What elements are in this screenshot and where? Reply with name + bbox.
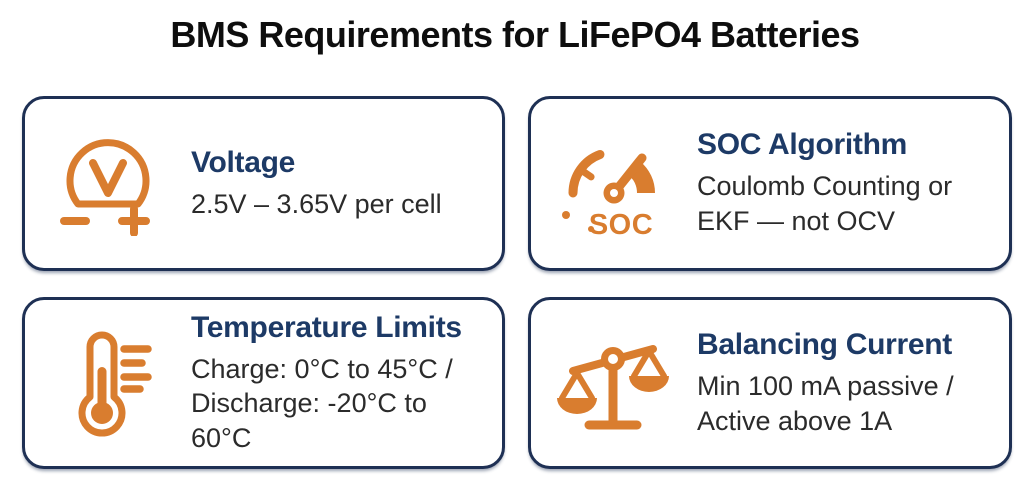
- cards-grid: V Voltage 2.5V – 3.65V per cell: [22, 96, 1012, 469]
- card-body-line: Min 100 mA passive /: [697, 370, 954, 401]
- soc-gauge-label: SOC: [589, 209, 653, 237]
- card-body-line: Coulomb Counting or: [697, 171, 953, 202]
- card-text: Voltage 2.5V – 3.65V per cell: [191, 146, 486, 222]
- card-title: Balancing Current: [697, 327, 952, 361]
- page-title: BMS Requirements for LiFePO4 Batteries: [170, 14, 860, 55]
- balance-scale-icon: [557, 323, 671, 443]
- card-balancing-current: Balancing Current Min 100 mA passive / A…: [528, 297, 1012, 469]
- card-temperature-limits: Temperature Limits Charge: 0°C to 45°C /…: [22, 297, 505, 469]
- card-body-line: 2.5V – 3.65V per cell: [191, 188, 442, 219]
- voltmeter-icon: V: [51, 124, 165, 244]
- card-body-line: Discharge: -20°C to 60°C: [191, 388, 427, 453]
- card-voltage: V Voltage 2.5V – 3.65V per cell: [22, 96, 505, 271]
- card-text: SOC Algorithm Coulomb Counting or EKF — …: [697, 128, 993, 238]
- card-text: Temperature Limits Charge: 0°C to 45°C /…: [191, 311, 486, 456]
- card-body-line: EKF — not OCV: [697, 206, 896, 236]
- card-title: Voltage: [191, 145, 296, 179]
- card-title: Temperature Limits: [191, 310, 462, 344]
- card-title: SOC Algorithm: [697, 128, 907, 162]
- card-body-line: Active above 1A: [697, 405, 893, 436]
- card-body-line: Charge: 0°C to 45°C /: [191, 353, 453, 384]
- thermometer-icon: [51, 323, 165, 443]
- soc-gauge-icon: SOC: [557, 124, 671, 244]
- card-text: Balancing Current Min 100 mA passive / A…: [697, 328, 993, 438]
- card-soc-algorithm: SOC SOC Algorithm Coulomb Counting or EK…: [528, 96, 1012, 271]
